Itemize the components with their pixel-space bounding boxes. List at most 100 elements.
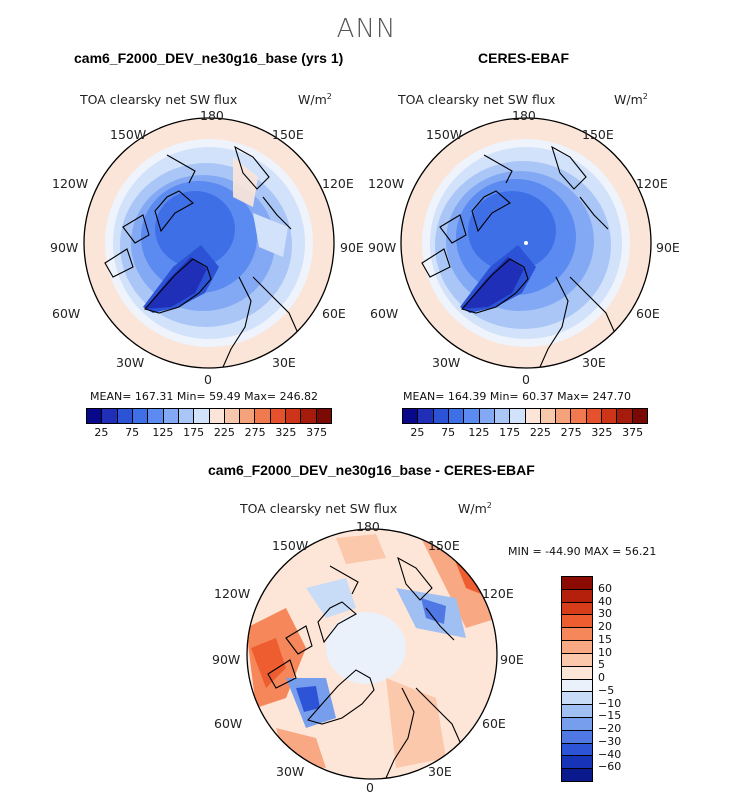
- panel-diff-polar-map: [246, 528, 498, 780]
- colorbar-swatch: [562, 577, 592, 590]
- colorbar-swatch: [163, 409, 179, 423]
- colorbar-tick-label: 40: [598, 594, 612, 608]
- colorbar-swatch: [571, 409, 587, 423]
- panel-model-stats: MEAN= 167.31 Min= 59.49 Max= 246.82: [90, 390, 319, 403]
- colorbar-tick-label: −60: [598, 760, 622, 774]
- panel-obs-polar-map: [400, 117, 652, 369]
- panel-diff-case-title: cam6_F2000_DEV_ne30g16_base - CERES-EBAF: [208, 462, 535, 478]
- panel-diff-variable-title: TOA clearsky net SW flux: [240, 501, 398, 516]
- colorbar-swatch: [556, 409, 572, 423]
- colorbar-tick-label: 30: [598, 607, 612, 621]
- colorbar-swatch: [562, 589, 592, 603]
- panel-model-lon-180: 180: [200, 108, 224, 123]
- panel-obs-lon-120e: 120E: [636, 176, 668, 191]
- colorbar-swatch: [562, 705, 592, 718]
- colorbar-swatch: [240, 409, 256, 423]
- panel-model-lon-60w: 60W: [52, 306, 81, 321]
- panel-obs-lon-60e: 60E: [636, 306, 660, 321]
- colorbar-swatch: [540, 409, 557, 423]
- colorbar-swatch: [270, 409, 287, 423]
- panel-model-unit: W/m2: [298, 92, 332, 108]
- panel-diff-lon-90e: 90E: [500, 652, 524, 667]
- panel-obs-lon-30w: 30W: [432, 355, 461, 370]
- panel-obs-lon-150e: 150E: [582, 127, 614, 142]
- colorbar-swatch: [494, 409, 511, 423]
- colorbar-tick-label: −30: [598, 734, 622, 748]
- panel-obs-lon-0: 0: [522, 372, 530, 387]
- panel-obs-unit: W/m2: [614, 92, 648, 108]
- panel-model-lon-90e: 90E: [340, 240, 364, 255]
- colorbar-tick-label: 225: [213, 426, 235, 439]
- colorbar-swatch: [433, 409, 449, 423]
- colorbar-swatch: [525, 409, 541, 423]
- colorbar-swatch: [562, 692, 592, 706]
- panel-obs-variable-title: TOA clearsky net SW flux: [398, 92, 556, 107]
- colorbar-swatch: [209, 409, 225, 423]
- panel-obs-lon-90w: 90W: [368, 240, 397, 255]
- colorbar-swatch: [194, 409, 210, 423]
- colorbar-swatch: [562, 717, 592, 731]
- colorbar-tick-label: 25: [410, 426, 425, 439]
- colorbar-swatch: [286, 409, 302, 423]
- colorbar-tick-label: 15: [598, 632, 612, 646]
- colorbar-swatch: [562, 666, 592, 680]
- colorbar-tick-label: 60: [598, 581, 612, 595]
- panel-diff-lon-150w: 150W: [272, 538, 309, 553]
- colorbar-tick-label: 275: [244, 426, 266, 439]
- panel-obs-lon-90e: 90E: [656, 240, 680, 255]
- colorbar-swatch: [586, 409, 603, 423]
- colorbar-swatch: [562, 756, 592, 770]
- panel-diff-lon-0: 0: [366, 780, 374, 795]
- panel-model-lon-150w: 150W: [110, 127, 147, 142]
- panel-diff-lon-120w: 120W: [214, 586, 251, 601]
- panel-diff-lon-60w: 60W: [214, 716, 243, 731]
- colorbar-swatch: [632, 409, 647, 423]
- panel-obs-lon-30e: 30E: [582, 355, 606, 370]
- colorbar-swatch: [132, 409, 149, 423]
- colorbar-swatch: [316, 409, 331, 423]
- panel-diff-unit: W/m2: [458, 501, 492, 517]
- panel-diff-lon-120e: 120E: [482, 586, 514, 601]
- panel-obs-stats: MEAN= 164.39 Min= 60.37 Max= 247.70: [403, 390, 632, 403]
- panel-diff-lon-90w: 90W: [212, 652, 241, 667]
- colorbar-swatch: [403, 409, 419, 423]
- panel-diff-lon-60e: 60E: [482, 716, 506, 731]
- panel-model-variable-title: TOA clearsky net SW flux: [80, 92, 238, 107]
- panel-model-lon-30w: 30W: [116, 355, 145, 370]
- colorbar-tick-label: 175: [499, 426, 521, 439]
- panel-model-colorbar-ticks: 25 75 125 175 225 275 325 375: [86, 426, 332, 440]
- colorbar-swatch: [255, 409, 271, 423]
- colorbar-tick-label: −5: [598, 683, 615, 697]
- colorbar-swatch: [510, 409, 526, 423]
- panel-diff-lon-30w: 30W: [276, 764, 305, 779]
- panel-model-lon-150e: 150E: [272, 127, 304, 142]
- panel-diff-colorbar-ticks: 60 40 30 20 15 10 5 0 −5 −10 −15 −20 −30 −40 −60: [598, 576, 638, 780]
- colorbar-swatch: [562, 743, 592, 757]
- colorbar-swatch: [178, 409, 195, 423]
- panel-model-lon-120w: 120W: [52, 176, 89, 191]
- panel-obs-lon-180: 180: [512, 108, 536, 123]
- colorbar-tick-label: 125: [468, 426, 490, 439]
- panel-obs-colorbar: [402, 408, 648, 424]
- colorbar-tick-label: 25: [94, 426, 109, 439]
- panel-obs-lon-60w: 60W: [370, 306, 399, 321]
- panel-obs-colorbar-ticks: 25 75 125 175 225 275 325 375: [402, 426, 648, 440]
- colorbar-swatch: [562, 615, 592, 629]
- colorbar-swatch: [562, 679, 592, 693]
- panel-obs-lon-120w: 120W: [368, 176, 405, 191]
- colorbar-tick-label: 225: [529, 426, 551, 439]
- colorbar-swatch: [562, 769, 592, 781]
- colorbar-swatch: [102, 409, 118, 423]
- colorbar-tick-label: 10: [598, 645, 612, 659]
- colorbar-tick-label: 75: [441, 426, 456, 439]
- colorbar-swatch: [562, 653, 592, 667]
- colorbar-tick-label: 125: [152, 426, 174, 439]
- colorbar-swatch: [562, 628, 592, 642]
- panel-model-case-title: cam6_F2000_DEV_ne30g16_base (yrs 1): [74, 50, 344, 66]
- colorbar-tick-label: 375: [622, 426, 644, 439]
- panel-model-lon-60e: 60E: [322, 306, 346, 321]
- panel-model-lon-0: 0: [204, 372, 212, 387]
- colorbar-tick-label: 20: [598, 620, 612, 633]
- colorbar-tick-label: −10: [598, 696, 622, 710]
- colorbar-tick-label: 5: [598, 658, 605, 672]
